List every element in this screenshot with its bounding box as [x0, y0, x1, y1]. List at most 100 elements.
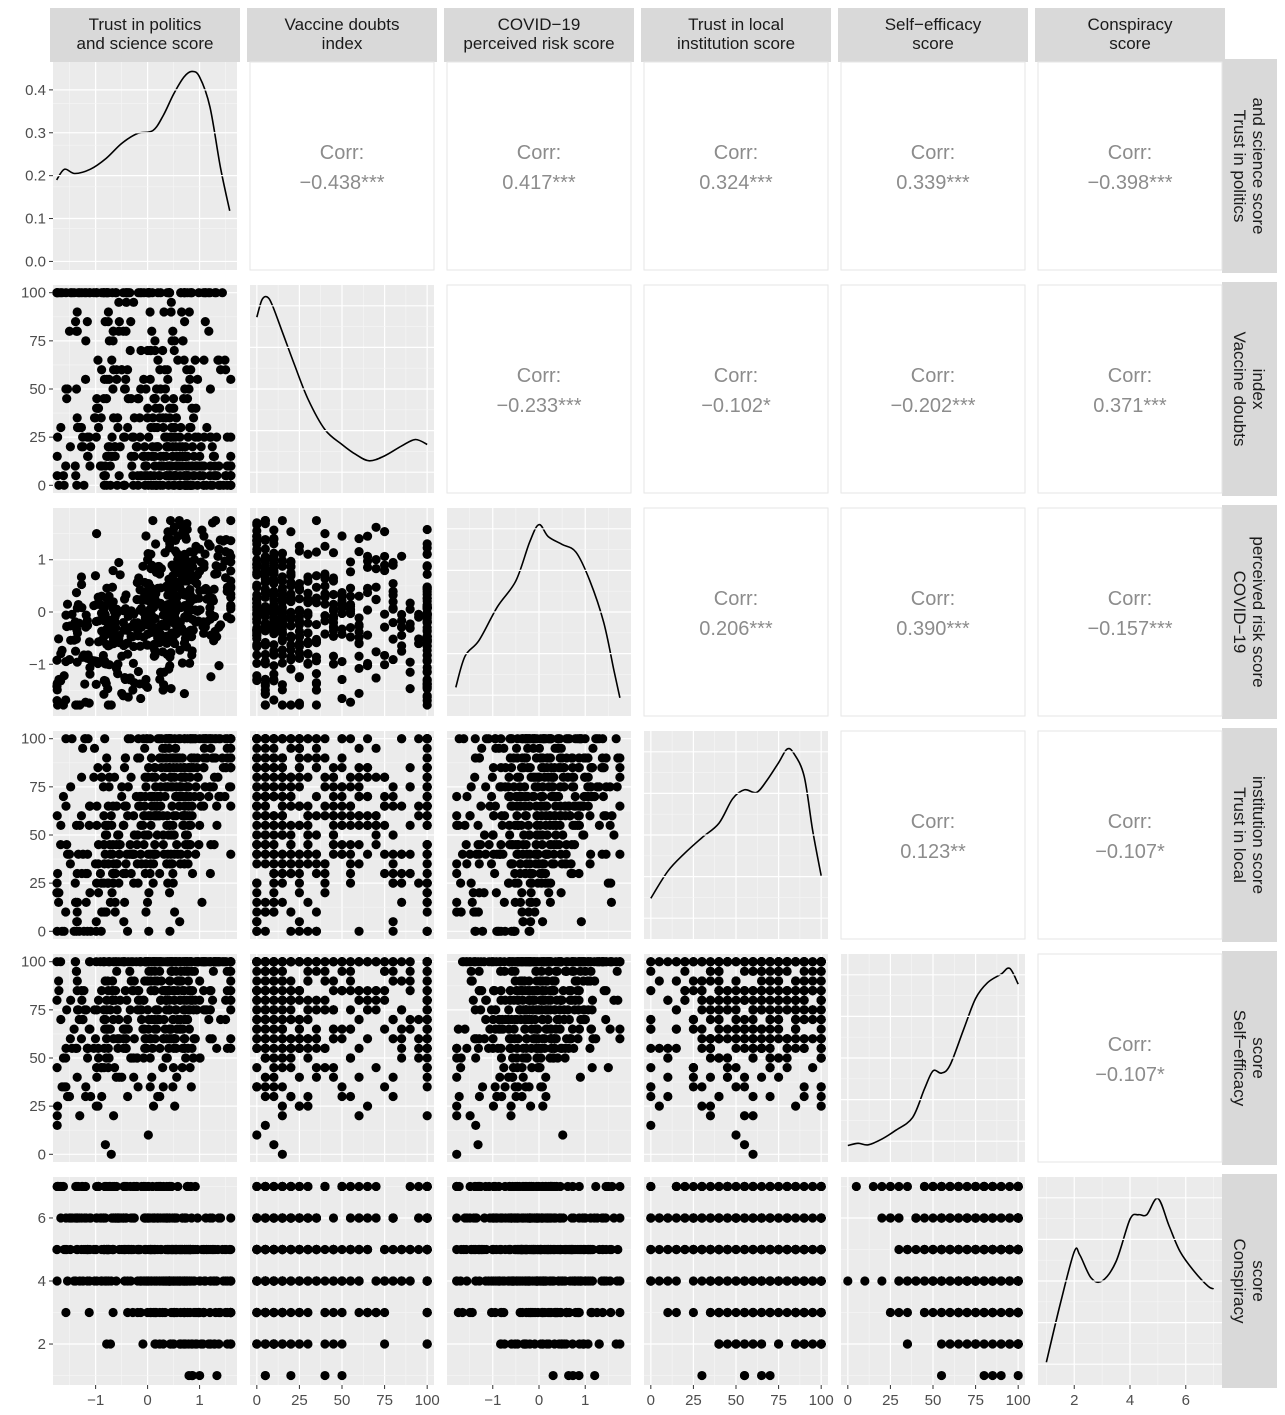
scatter-point	[345, 1091, 356, 1102]
scatter-point	[294, 849, 305, 859]
scatter-point	[214, 355, 224, 365]
scatter-point	[84, 1024, 94, 1034]
column-strip-label: institution score	[677, 34, 795, 53]
scatter-point	[105, 461, 115, 471]
scatter-point	[303, 995, 313, 1005]
scatter-point	[226, 602, 236, 612]
scatter-point	[84, 637, 95, 647]
scatter-point	[362, 556, 373, 566]
scatter-point	[362, 762, 373, 773]
scatter-point	[252, 1034, 262, 1044]
scatter-point	[89, 1043, 99, 1053]
scatter-point	[120, 985, 130, 996]
scatter-point	[500, 782, 510, 792]
scatter-point	[269, 1082, 279, 1092]
scatter-point	[252, 995, 262, 1005]
scatter-point	[252, 627, 262, 637]
scatter-point	[328, 625, 339, 636]
scatter-point	[146, 753, 157, 763]
scatter-point	[397, 897, 407, 908]
scatter-point	[379, 868, 390, 879]
scatter-point	[199, 957, 209, 967]
scatter-point	[510, 926, 520, 936]
scatter-point	[199, 432, 209, 442]
scatter-point	[522, 1034, 532, 1044]
scatter-point	[525, 995, 535, 1005]
scatter-point	[145, 589, 155, 600]
scatter-point	[180, 633, 191, 644]
scatter-point	[81, 897, 91, 908]
scatter-point	[76, 572, 87, 582]
corr-value: 0.371***	[1093, 395, 1167, 417]
scatter-point	[337, 693, 347, 704]
corr-label: Corr:	[714, 365, 758, 387]
scatter-point	[546, 878, 556, 888]
scatter-point	[379, 995, 390, 1005]
scatter-point	[184, 1024, 194, 1034]
scatter-point	[91, 917, 101, 927]
scatter-point	[207, 442, 217, 452]
scatter-point	[277, 561, 287, 571]
scatter-point	[269, 1053, 279, 1063]
scatter-point	[136, 693, 146, 704]
scatter-point	[128, 658, 138, 668]
scatter-point	[816, 1091, 826, 1102]
scatter-point	[286, 1034, 296, 1044]
scatter-point	[73, 1005, 83, 1015]
scatter-point	[328, 976, 339, 986]
scatter-point	[179, 451, 190, 462]
scatter-point	[294, 638, 305, 648]
scatter-point	[303, 957, 313, 967]
scatter-point	[505, 753, 515, 763]
scatter-point	[311, 957, 322, 967]
scatter-point	[95, 868, 106, 879]
scatter-point	[799, 1091, 809, 1102]
scatter-point	[286, 1043, 296, 1053]
scatter-point	[140, 1043, 150, 1053]
scatter-point	[504, 957, 514, 967]
scatter-point	[320, 888, 330, 898]
scatter-point	[414, 811, 424, 821]
scatter-point	[252, 811, 262, 821]
panel: Corr:−0.438***	[249, 61, 435, 271]
scatter-point	[52, 1063, 62, 1073]
scatter-point	[294, 541, 305, 551]
scatter-point	[481, 995, 491, 1005]
scatter-point	[138, 451, 148, 462]
scatter-point	[422, 772, 432, 782]
scatter-point	[553, 743, 564, 753]
scatter-point	[62, 621, 72, 632]
scatter-point	[180, 1014, 191, 1025]
scatter-point	[527, 1063, 537, 1073]
scatter-point	[168, 1063, 179, 1073]
scatter-point	[190, 734, 200, 744]
scatter-point	[117, 791, 127, 802]
scatter-point	[277, 1149, 287, 1159]
scatter-point	[107, 976, 118, 986]
scatter-point	[422, 782, 432, 792]
scatter-point	[524, 830, 534, 840]
scatter-point	[78, 743, 88, 753]
scatter-point	[117, 782, 127, 792]
row-strip-bg	[1222, 282, 1277, 496]
scatter-point	[217, 562, 227, 572]
scatter-point	[808, 1014, 818, 1025]
scatter-point	[345, 966, 356, 976]
scatter-point	[66, 995, 76, 1005]
scatter-point	[345, 557, 356, 567]
panel: Corr:0.206***	[643, 507, 829, 717]
scatter-point	[397, 1034, 407, 1044]
scatter-point	[120, 753, 131, 763]
scatter-point	[277, 878, 287, 888]
scatter-point	[414, 734, 424, 744]
scatter-point	[473, 1043, 484, 1053]
scatter-point	[177, 772, 188, 782]
scatter-point	[286, 830, 296, 840]
scatter-point	[103, 820, 114, 830]
scatter-point	[460, 1024, 470, 1034]
scatter-point	[422, 1053, 432, 1063]
scatter-point	[354, 782, 364, 792]
scatter-point	[125, 1005, 135, 1015]
scatter-point	[528, 1005, 538, 1015]
